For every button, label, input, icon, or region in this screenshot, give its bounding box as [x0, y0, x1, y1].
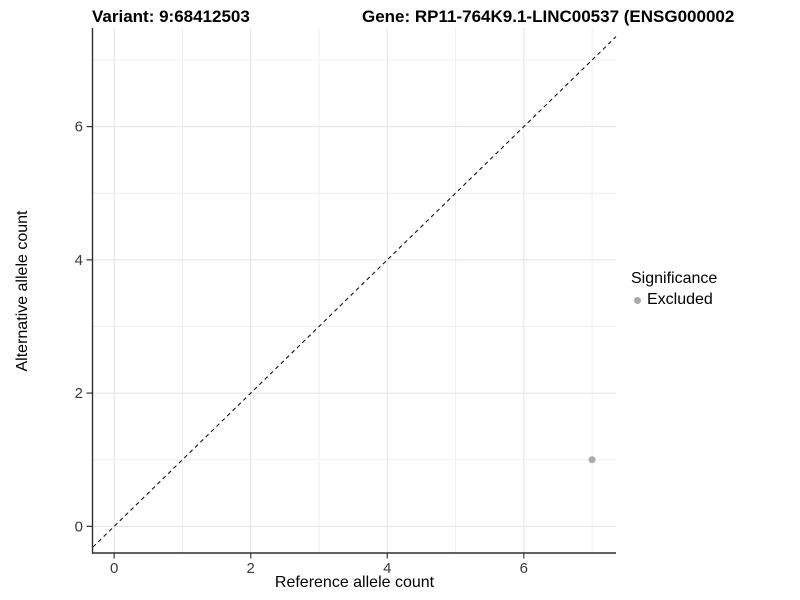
x-axis-title: Reference allele count	[274, 574, 435, 591]
legend: Significance Excluded	[631, 270, 717, 309]
legend-title: Significance	[631, 270, 718, 287]
x-tick-label: 2	[247, 560, 255, 577]
data-point	[588, 456, 596, 464]
legend-item-label: Excluded	[647, 291, 713, 308]
x-tick-label: 6	[520, 560, 528, 577]
y-tick-label: 2	[75, 385, 83, 402]
y-tick-label: 0	[75, 518, 83, 535]
x-tick-label: 0	[110, 560, 118, 577]
y-tick-label: 6	[75, 119, 83, 136]
x-tick-label: 4	[383, 560, 391, 577]
excluded-point-icon	[634, 296, 641, 304]
variant-title: Variant: 9:68412503	[92, 7, 250, 26]
y-tick-label: 4	[75, 252, 83, 269]
gene-title: Gene: RP11-764K9.1-LINC00537 (ENSG000002	[362, 7, 735, 26]
y-axis-title: Alternative allele count	[14, 210, 31, 372]
diagonal-reference-line	[92, 36, 617, 548]
legend-item-excluded: Excluded	[631, 291, 717, 309]
